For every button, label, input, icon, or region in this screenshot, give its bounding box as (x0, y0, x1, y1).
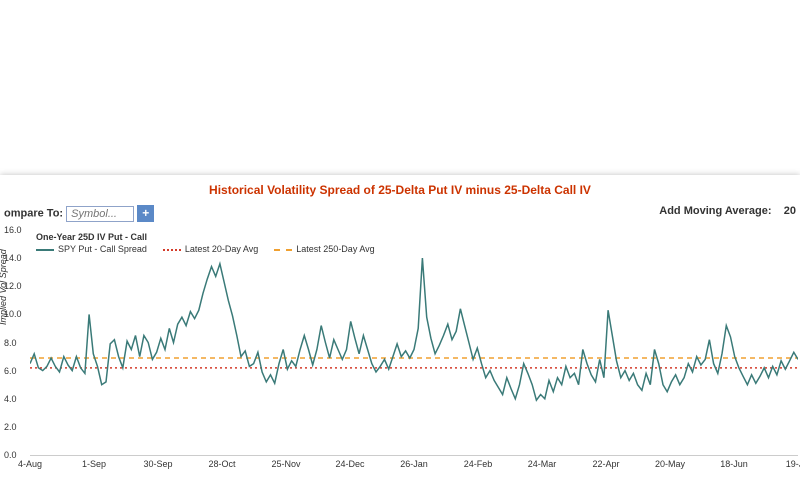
y-tick: 2.0 (4, 422, 17, 432)
chart-panel: Historical Volatility Spread of 25-Delta… (0, 175, 800, 500)
compare-label: ompare To: (4, 207, 63, 219)
x-tick: 22-Apr (592, 459, 619, 469)
add-symbol-button[interactable]: + (137, 205, 154, 222)
symbol-input[interactable] (66, 206, 134, 222)
compare-control: ompare To: + (4, 205, 154, 222)
chart-svg (30, 230, 798, 455)
moving-avg-value: 20 (784, 205, 796, 217)
series-line (30, 258, 798, 400)
y-tick: 14.0 (4, 253, 22, 263)
y-tick: 6.0 (4, 366, 17, 376)
chart-title: Historical Volatility Spread of 25-Delta… (0, 183, 800, 197)
y-tick: 10.0 (4, 309, 22, 319)
x-tick: 20-May (655, 459, 685, 469)
moving-avg-control: Add Moving Average: 20 (659, 205, 796, 217)
x-tick: 24-Mar (528, 459, 557, 469)
x-tick: 24-Feb (464, 459, 493, 469)
x-tick: 24-Dec (335, 459, 364, 469)
x-tick: 25-Nov (271, 459, 300, 469)
moving-avg-label: Add Moving Average: (659, 205, 771, 217)
y-tick: 0.0 (4, 450, 17, 460)
x-tick: 30-Sep (143, 459, 172, 469)
x-tick: 19-Jul (786, 459, 800, 469)
y-tick: 4.0 (4, 394, 17, 404)
y-tick: 8.0 (4, 338, 17, 348)
x-tick: 28-Oct (208, 459, 235, 469)
x-tick: 1-Sep (82, 459, 106, 469)
x-tick: 18-Jun (720, 459, 748, 469)
y-tick: 12.0 (4, 281, 22, 291)
y-tick: 16.0 (4, 225, 22, 235)
x-tick: 4-Aug (18, 459, 42, 469)
plot-area: One-Year 25D IV Put - Call SPY Put - Cal… (30, 230, 798, 456)
x-tick: 26-Jan (400, 459, 428, 469)
